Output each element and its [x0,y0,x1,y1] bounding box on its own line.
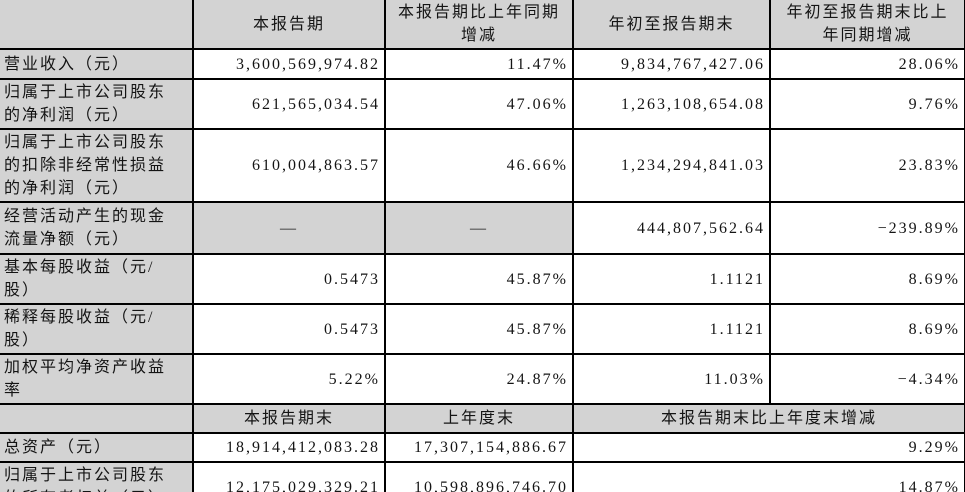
cell-current-period: 621,565,034.54 [192,78,386,130]
cell-current-period-yoy: 47.06% [384,78,574,130]
cell-ytd-yoy: 28.06% [769,48,965,80]
col-header-period-end-change: 本报告期末比上年度末增减 [572,403,965,434]
cell-ytd: 9,834,767,427.06 [572,48,771,80]
cell-prev-year-end: 17,307,154,886.67 [384,432,574,463]
table-row: 营业收入（元） 3,600,569,974.82 11.47% 9,834,76… [0,48,965,80]
cell-current-period-yoy: 45.87% [384,253,574,305]
cell-ytd-yoy: 8.69% [769,253,965,305]
table-row: 稀释每股收益（元/ 股） 0.5473 45.87% 1.1121 8.69% [0,303,965,355]
row-label-operating-revenue: 营业收入（元） [0,48,194,80]
table-row: 基本每股收益（元/ 股） 0.5473 45.87% 1.1121 8.69% [0,253,965,305]
cell-ytd: 11.03% [572,353,771,405]
cell-period-end: 12,175,029,329.21 [192,461,386,492]
col-header-period-end: 本报告期末 [192,403,386,434]
row-label-net-profit: 归属于上市公司股东 的净利润（元） [0,78,194,130]
cell-current-period-yoy: 45.87% [384,303,574,355]
col-header-prev-year-end: 上年度末 [384,403,574,434]
row-label-net-profit-excl-nonrecurring: 归属于上市公司股东 的扣除非经常性损益 的净利润（元） [0,128,194,203]
cell-period-end-change: 14.87% [572,461,965,492]
cell-ytd: 1,263,108,654.08 [572,78,771,130]
table-row: 归属于上市公司股东 的扣除非经常性损益 的净利润（元） 610,004,863.… [0,128,965,203]
cell-current-period-yoy: 46.66% [384,128,574,203]
table-row: 总资产（元） 18,914,412,083.28 17,307,154,886.… [0,432,965,463]
row-label-owners-equity: 归属于上市公司股东 的所有者权益（元） [0,461,194,492]
row-label-weighted-avg-roe: 加权平均净资产收益 率 [0,353,194,405]
cell-current-period-yoy-dash: — [384,201,574,255]
col-header-current-period-yoy: 本报告期比上年同期 增减 [384,0,574,50]
table-row: 归属于上市公司股东 的所有者权益（元） 12,175,029,329.21 10… [0,461,965,492]
cell-current-period: 0.5473 [192,253,386,305]
table-row: 归属于上市公司股东 的净利润（元） 621,565,034.54 47.06% … [0,78,965,130]
cell-ytd: 1,234,294,841.03 [572,128,771,203]
cell-current-period-dash: — [192,201,386,255]
row-label-operating-cash-flow: 经营活动产生的现金 流量净额（元） [0,201,194,255]
cell-current-period: 610,004,863.57 [192,128,386,203]
cell-current-period-yoy: 11.47% [384,48,574,80]
row-label-total-assets: 总资产（元） [0,432,194,463]
cell-prev-year-end: 10,598,896,746.70 [384,461,574,492]
cell-ytd-yoy: −4.34% [769,353,965,405]
col-header-ytd-yoy: 年初至报告期末比上 年同期增减 [769,0,965,50]
row-label-basic-eps: 基本每股收益（元/ 股） [0,253,194,305]
corner-cell-bottom [0,403,194,434]
cell-period-end-change: 9.29% [572,432,965,463]
cell-ytd: 1.1121 [572,303,771,355]
table-row: 加权平均净资产收益 率 5.22% 24.87% 11.03% −4.34% [0,353,965,405]
cell-ytd: 444,807,562.64 [572,201,771,255]
cell-ytd-yoy: 9.76% [769,78,965,130]
cell-period-end: 18,914,412,083.28 [192,432,386,463]
col-header-ytd: 年初至报告期末 [572,0,771,50]
row-label-diluted-eps: 稀释每股收益（元/ 股） [0,303,194,355]
cell-ytd-yoy: −239.89% [769,201,965,255]
header-row-bottom: 本报告期末 上年度末 本报告期末比上年度末增减 [0,403,965,434]
cell-current-period-yoy: 24.87% [384,353,574,405]
cell-ytd-yoy: 8.69% [769,303,965,355]
cell-ytd: 1.1121 [572,253,771,305]
cell-current-period: 3,600,569,974.82 [192,48,386,80]
col-header-current-period: 本报告期 [192,0,386,50]
cell-current-period: 5.22% [192,353,386,405]
cell-current-period: 0.5473 [192,303,386,355]
cell-ytd-yoy: 23.83% [769,128,965,203]
header-row-top: 本报告期 本报告期比上年同期 增减 年初至报告期末 年初至报告期末比上 年同期增… [0,0,965,50]
corner-cell [0,0,194,50]
table-row: 经营活动产生的现金 流量净额（元） — — 444,807,562.64 −23… [0,201,965,255]
